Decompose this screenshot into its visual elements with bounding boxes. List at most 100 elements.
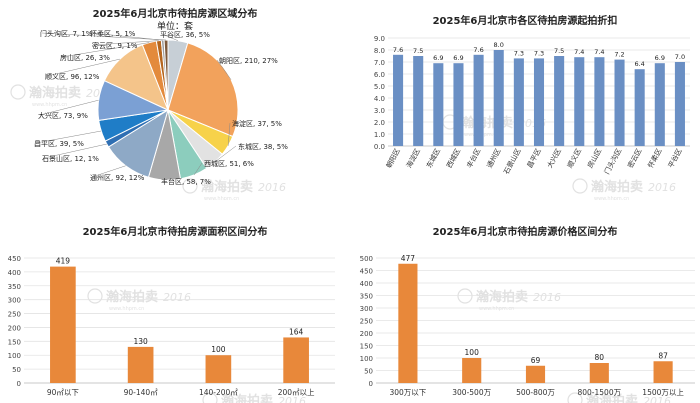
x-tick-label: 房山区 [585,147,603,170]
bar [398,263,418,383]
x-tick-label: 西城区 [445,147,462,169]
y-tick-label: 100 [8,352,21,360]
pie-leader-line [216,59,232,80]
bar-value-label: 87 [658,351,668,360]
svg-text:2016: 2016 [643,395,671,403]
pie-leader-line [91,165,126,178]
bar [653,361,673,383]
x-tick-label: 顺义区 [566,147,583,169]
pie-leader-line [39,99,99,116]
svg-text:2016: 2016 [258,181,286,194]
x-tick-label: 90-140㎡ [124,388,159,397]
y-tick-label: 200 [8,324,21,332]
svg-text:瀚海拍卖: 瀚海拍卖 [461,115,513,131]
pie-leader-line [162,179,165,182]
pie-slice-label: 石景山区, 12, 1% [42,154,99,163]
bar [473,54,484,146]
bar [554,56,565,146]
area-bar-chart: 瀚海拍卖2016www.hhpm.cn瀚海拍卖2016www.hhpm.cn05… [8,255,335,403]
svg-text:瀚海拍卖: 瀚海拍卖 [476,289,528,305]
bar [413,56,424,146]
pie-slice-label: 昌平区, 39, 5% [34,140,84,148]
bar-value-label: 7.0 [675,53,685,61]
pie-slice-label: 房山区, 26, 3% [60,53,110,62]
y-tick-label: 0 [17,380,21,388]
bar-value-label: 7.5 [413,47,423,55]
bar-value-label: 100 [465,348,480,357]
bar [533,58,545,146]
pie-leader-line [214,145,237,163]
pie-slice-label: 密云区, 9, 1% [92,41,138,50]
svg-text:2016: 2016 [533,291,561,304]
pie-chart-unit: 单位：套 [156,22,193,32]
x-tick-label: 昌平区 [526,147,543,169]
price-chart-title: 2025年6月北京市待拍房源价格区间分布 [432,227,618,238]
bar [127,346,154,383]
x-tick-label: 朝阳区 [384,147,402,170]
bar-value-label: 164 [289,327,304,336]
y-tick-label: 1.0 [374,131,385,139]
svg-text:瀚海拍卖: 瀚海拍卖 [591,179,643,195]
x-tick-label: 300万以下 [389,388,426,397]
watermark-logo: 瀚海拍卖 2016 www.hhpm.cn [87,288,191,312]
y-tick-label: 7.0 [374,59,385,67]
x-tick-label: 大兴区 [545,147,563,170]
bar-value-label: 130 [133,337,148,346]
svg-text:www.hhpm.cn: www.hhpm.cn [109,306,144,312]
pie-leader-line [193,162,203,176]
y-tick-label: 200 [360,330,373,338]
bar-value-label: 7.3 [514,49,524,57]
bar-value-label: 7.6 [473,46,483,54]
svg-text:瀚海拍卖: 瀚海拍卖 [201,179,253,195]
bar-value-label: 8.0 [494,41,504,49]
pie-leader-line [41,32,167,41]
y-tick-label: 150 [360,343,373,351]
bar-value-label: 7.6 [393,46,403,54]
y-tick-label: 6.0 [374,71,385,79]
x-tick-label: 海淀区 [404,147,422,170]
y-tick-label: 0.0 [374,143,385,151]
x-tick-label: 丰台区 [465,147,483,170]
y-tick-label: 100 [360,355,373,363]
y-tick-label: 9.0 [374,35,385,43]
bar-value-label: 7.2 [614,51,624,59]
bar [50,266,76,383]
y-tick-label: 5.0 [374,83,385,91]
discount-bar-chart: 瀚海拍卖2016www.hhpm.cn瀚海拍卖2016www.hhpm.cn0.… [374,35,690,200]
x-tick-label: 200㎡以上 [278,388,315,397]
price-bar-chart: 瀚海拍卖2016www.hhpm.cn瀚海拍卖2016www.hhpm.cn05… [360,254,695,403]
bar-value-label: 6.9 [453,54,463,62]
price-bar-panel: 2025年6月北京市待拍房源价格区间分布 瀚海拍卖 2016 www.hhpm.cn… [350,200,700,403]
pie-slice-label: 西城区, 51, 6% [204,160,254,168]
discount-bar-panel: 2025年6月北京市各区待拍房源起拍折扣 瀚海拍卖 2016 www.hhpm.cn… [350,0,700,200]
pie-slice-label: 顺义区, 96, 12% [45,73,100,81]
svg-text:www.hhpm.cn: www.hhpm.cn [479,306,514,312]
bar-value-label: 6.9 [655,54,665,62]
svg-text:www.hhpm.cn: www.hhpm.cn [32,102,67,108]
bar-value-label: 6.9 [433,54,443,62]
x-tick-label: 怀柔区 [646,147,664,170]
bar-value-label: 7.5 [554,47,564,55]
x-tick-label: 90㎡以下 [47,388,80,397]
y-tick-label: 350 [360,293,373,301]
pie-leader-line [161,33,179,41]
svg-text:瀚海拍卖: 瀚海拍卖 [106,289,158,305]
y-tick-label: 300 [360,305,373,313]
pie-slice-label: 怀柔区, 5, 1% [90,29,136,38]
pie-leader-line [46,58,121,77]
bar-value-label: 477 [401,254,416,263]
y-tick-label: 400 [8,269,21,277]
y-tick-label: 4.0 [374,95,385,103]
pie-leader-line [227,122,231,146]
svg-text:www.hhpm.cn: www.hhpm.cn [594,196,629,200]
pie-leader-line [43,143,107,159]
x-tick-label: 平谷区 [666,147,684,170]
bar-value-label: 7.3 [534,49,544,57]
x-tick-label: 140-200㎡ [199,388,238,397]
bar [283,337,309,383]
y-tick-label: 350 [8,283,21,291]
area-bar-panel: 2025年6月北京市待拍房源面积区间分布 瀚海拍卖 2016 www.hhpm.cn… [0,200,350,403]
svg-text:2016: 2016 [163,291,191,304]
